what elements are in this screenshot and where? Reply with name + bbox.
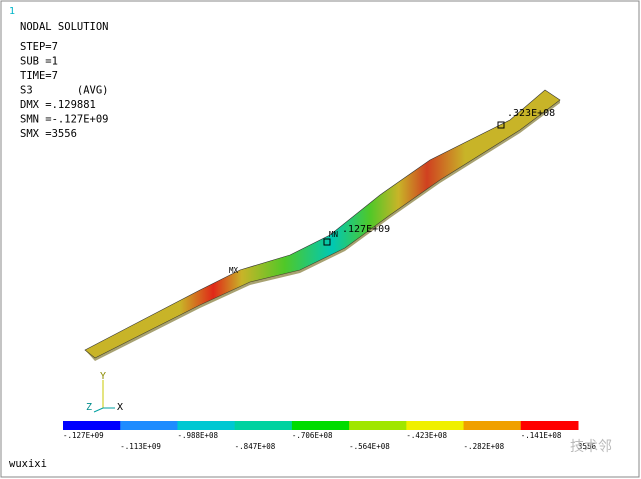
legend-label: -.564E+08 xyxy=(349,442,390,451)
legend-swatch xyxy=(234,421,293,430)
axis-y: Y xyxy=(100,371,106,382)
min-value: .127E+09 xyxy=(342,224,390,235)
legend-label: -.282E+08 xyxy=(464,442,505,451)
triad xyxy=(93,380,115,413)
info-line: STEP=7 xyxy=(20,41,58,53)
watermark: 技术邻 xyxy=(570,439,612,455)
info-line: TIME=7 xyxy=(20,70,58,82)
axis-z: Z xyxy=(86,402,92,413)
legend-label: 3556 xyxy=(578,442,597,451)
model xyxy=(84,89,561,361)
info-line: SMN =-.127E+09 xyxy=(20,114,109,126)
info-line: SUB =1 xyxy=(20,56,58,68)
legend-label: -.113E+09 xyxy=(120,442,161,451)
legend-swatch xyxy=(63,421,121,430)
legend-swatch xyxy=(349,421,407,430)
legend-label: -.127E+09 xyxy=(63,431,104,440)
min-marker: MN xyxy=(329,230,338,239)
legend-swatch xyxy=(291,421,350,430)
legend-label: -.706E+08 xyxy=(292,431,333,440)
legend-label: -.141E+08 xyxy=(521,431,562,440)
legend-swatch xyxy=(120,421,178,430)
info-line: S3 (AVG) xyxy=(20,85,109,97)
axis-x: X xyxy=(117,402,123,413)
legend-label: -.988E+08 xyxy=(177,431,218,440)
footer: wuxixi xyxy=(9,458,47,470)
legend-label: -.423E+08 xyxy=(406,431,447,440)
max-marker: MX xyxy=(229,266,239,275)
legend-swatch xyxy=(520,421,579,430)
legend-swatch xyxy=(177,421,236,430)
legend-swatch xyxy=(463,421,522,430)
info-line: DMX =.129881 xyxy=(20,99,96,111)
legend-swatch xyxy=(406,421,465,430)
color-legend: -.127E+09 -.988E+08 -.706E+08 -.423E+08 -.14… xyxy=(63,421,597,451)
legend-label: -.847E+08 xyxy=(235,442,276,451)
info-block: STEP=7 SUB =1 TIME=7 S3 (AVG) DMX =.129881 SM… xyxy=(20,41,109,140)
info-line: SMX =3556 xyxy=(20,128,77,140)
result-title: NODAL SOLUTION xyxy=(20,21,109,33)
node-value: .323E+08 xyxy=(507,108,555,119)
window-number: 1 xyxy=(9,6,15,17)
